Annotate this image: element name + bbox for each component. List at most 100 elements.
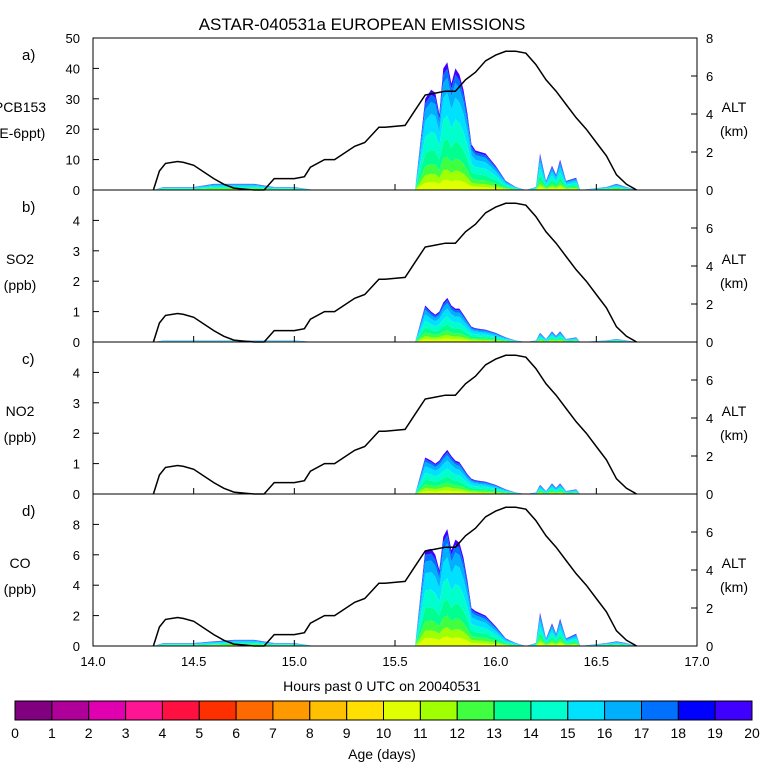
- colorbar-swatch: [88, 700, 127, 721]
- y-tick-label: 3: [73, 396, 80, 411]
- colorbar-tick-label: 15: [560, 725, 576, 741]
- colorbar-swatch: [714, 700, 753, 721]
- panel-2: 0 1 2 3 4 0 2 4 6 b) SO2 (ppb) ALT (km): [4, 189, 748, 350]
- alt-axis-label: ALT: [722, 251, 747, 267]
- age-band-area: [153, 449, 637, 494]
- age-band-area: [153, 68, 637, 190]
- alt-axis-label: ALT: [722, 99, 747, 115]
- colorbar-swatch: [493, 700, 532, 721]
- y-tick-label: 8: [73, 517, 80, 532]
- panel-frame: [92, 37, 698, 191]
- colorbar-tick-label: 12: [449, 725, 465, 741]
- y-tick-label: 2: [73, 274, 80, 289]
- colorbar-swatch: [272, 700, 311, 721]
- panel-letter: d): [22, 503, 35, 520]
- altitude-line: [152, 354, 637, 495]
- y-tick-label: 10: [66, 153, 80, 168]
- y-tick-label: 1: [73, 305, 80, 320]
- y-tick-label: 2: [73, 426, 80, 441]
- colorbar-tick-label: 10: [376, 725, 392, 741]
- colorbar-tick-label: 19: [707, 725, 723, 741]
- y-tick-label: 0: [73, 335, 80, 350]
- colorbar-tick-label: 8: [306, 725, 314, 741]
- colorbar-tick-label: 3: [122, 725, 130, 741]
- alt-tick-label: 2: [706, 145, 713, 160]
- colorbar-swatch: [14, 700, 53, 721]
- colorbar-swatch: [125, 700, 163, 721]
- y-axis-label: PCB153: [0, 99, 46, 115]
- alt-tick-label: 2: [706, 449, 713, 464]
- colorbar-tick-label: 11: [413, 725, 428, 741]
- colorbar-swatch: [198, 700, 237, 721]
- y-axis-label: CO: [10, 555, 31, 571]
- y-tick-label: 1: [73, 457, 80, 472]
- panel-3: 0 1 2 3 4 0 2 4 6 c) NO2 (ppb) ALT (km): [4, 341, 748, 502]
- alt-axis-label: (km): [720, 579, 748, 595]
- colorbar-tick-label: 14: [523, 725, 539, 741]
- y-tick-label: 0: [73, 639, 80, 654]
- panel-letter: b): [22, 199, 35, 216]
- colorbar-tick-label: 6: [232, 725, 240, 741]
- panel-letter: a): [22, 47, 35, 64]
- colorbar-swatch: [677, 700, 716, 721]
- colorbar: 0 1 2 3 4 5 6 7 8 9 10 11 12 13 14 15 16 17 18 19 20: [11, 700, 760, 741]
- x-tick-label: 16.0: [483, 654, 508, 669]
- colorbar-tick-label: 9: [343, 725, 351, 741]
- age-band-area: [153, 452, 637, 494]
- y-axis-label: NO2: [6, 403, 35, 419]
- x-tick-label: 17.0: [684, 654, 709, 669]
- x-tick-label: 14.0: [80, 654, 105, 669]
- y-tick-label: 30: [66, 92, 80, 107]
- colorbar-tick-label: 7: [269, 725, 277, 741]
- colorbar-swatch: [383, 700, 421, 721]
- alt-tick-label: 0: [706, 183, 713, 198]
- y-tick-label: 4: [73, 578, 80, 593]
- alt-tick-label: 2: [706, 297, 713, 312]
- x-tick-label: 15.5: [382, 654, 407, 669]
- colorbar-swatch: [309, 700, 348, 721]
- colorbar-tick-label: 0: [11, 725, 19, 741]
- alt-tick-label: 4: [706, 107, 713, 122]
- alt-axis-label: ALT: [722, 403, 747, 419]
- age-band-area: [153, 77, 637, 190]
- altitude-line: [152, 202, 637, 343]
- colorbar-tick-label: 18: [671, 725, 687, 741]
- y-axis-label: (E-6ppt): [0, 125, 45, 141]
- colorbar-swatch: [346, 700, 385, 721]
- y-tick-label: 3: [73, 244, 80, 259]
- colorbar-label: Age (days): [348, 746, 416, 762]
- age-band-area: [153, 297, 637, 342]
- y-tick-label: 40: [66, 61, 80, 76]
- colorbar-tick-label: 4: [159, 725, 167, 741]
- colorbar-tick-label: 13: [486, 725, 502, 741]
- colorbar-tick-label: 2: [85, 725, 93, 741]
- colorbar-swatch: [604, 700, 642, 721]
- age-band-area: [153, 529, 637, 646]
- y-tick-label: 2: [73, 609, 80, 624]
- y-axis-label: (ppb): [4, 429, 37, 445]
- y-tick-label: 0: [73, 183, 80, 198]
- colorbar-tick-label: 1: [48, 725, 56, 741]
- alt-tick-label: 2: [706, 601, 713, 616]
- y-axis-label: (ppb): [4, 277, 37, 293]
- alt-axis-label: (km): [720, 275, 748, 291]
- colorbar-swatch: [235, 700, 274, 721]
- y-axis-label: SO2: [6, 251, 34, 267]
- chart-title: ASTAR-040531a EUROPEAN EMISSIONS: [199, 15, 526, 34]
- x-tick-label: 16.5: [584, 654, 609, 669]
- colorbar-swatch: [419, 700, 458, 721]
- alt-tick-label: 6: [706, 221, 713, 236]
- alt-tick-label: 8: [706, 31, 713, 46]
- y-tick-label: 0: [73, 487, 80, 502]
- colorbar-swatch: [161, 700, 200, 721]
- colorbar-tick-label: 16: [597, 725, 613, 741]
- altitude-line: [152, 506, 637, 647]
- alt-tick-label: 6: [706, 69, 713, 84]
- alt-tick-label: 6: [706, 373, 713, 388]
- alt-axis-label: (km): [720, 427, 748, 443]
- x-tick-label: 14.5: [181, 654, 206, 669]
- alt-tick-label: 4: [706, 411, 713, 426]
- y-axis-label: (ppb): [4, 581, 37, 597]
- colorbar-tick-label: 20: [744, 725, 760, 741]
